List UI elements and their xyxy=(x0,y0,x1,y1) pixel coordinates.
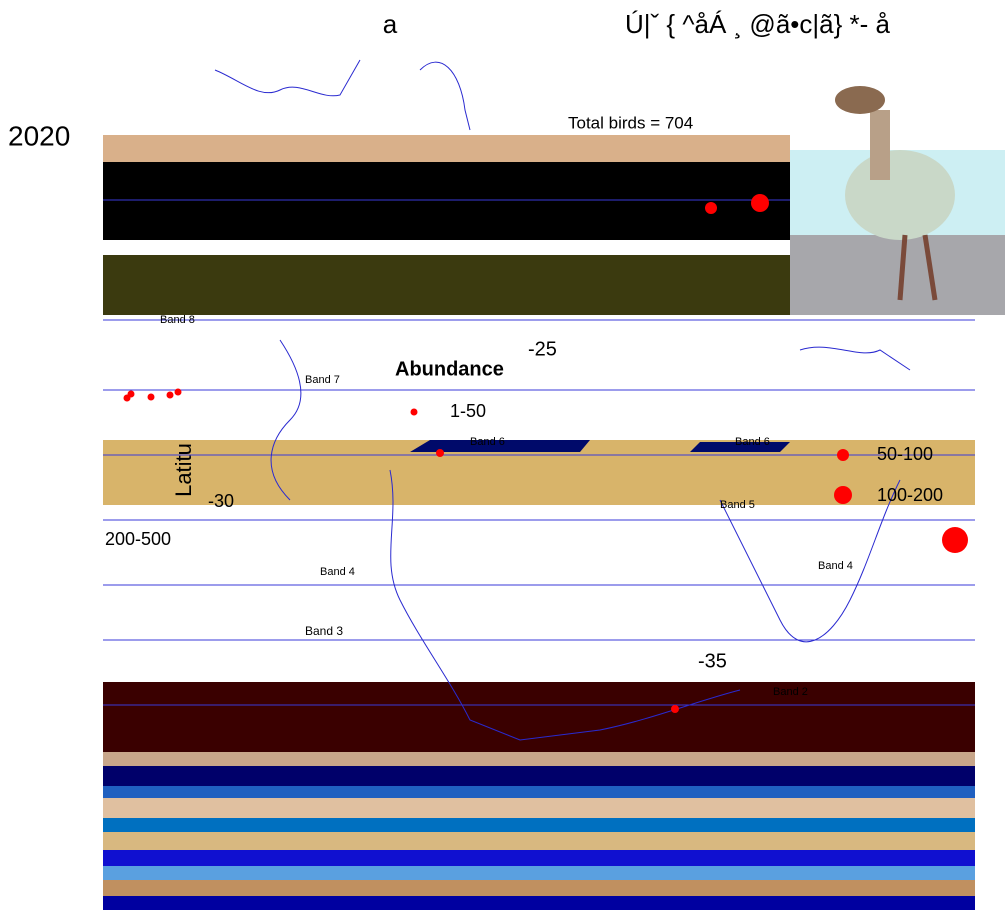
band-fill xyxy=(103,880,975,896)
band-fill xyxy=(103,896,975,910)
band-fill xyxy=(103,798,975,818)
band-fill xyxy=(690,442,790,452)
band-fill xyxy=(103,240,790,246)
legend-title: Abundance xyxy=(395,358,504,380)
latitude-lines xyxy=(103,199,975,706)
band-fill xyxy=(103,135,790,162)
band-label: Band 2 xyxy=(773,686,808,698)
y-tick-label: -35 xyxy=(698,650,727,672)
band-label: Band 4 xyxy=(320,566,355,578)
band-label: Band 6 xyxy=(735,436,770,448)
band-fill xyxy=(410,440,590,452)
band-fill xyxy=(103,162,790,240)
band-label: Band 6 xyxy=(470,436,505,448)
legend-item: 200-500 xyxy=(105,529,171,549)
band-fill xyxy=(103,682,975,752)
legend-item: 50-100 xyxy=(877,444,933,464)
coastline xyxy=(214,59,911,741)
goose-photo xyxy=(790,86,1005,315)
band-fill xyxy=(103,866,975,880)
total-birds: Total birds = 704 xyxy=(568,113,693,132)
legend-item: 1-50 xyxy=(450,401,486,421)
y-axis-label: Latitu xyxy=(171,443,196,497)
band-label: Band 7 xyxy=(305,374,340,386)
band-label: Band 5 xyxy=(720,499,755,511)
band-fill xyxy=(103,255,790,315)
band-label: Band 3 xyxy=(305,624,343,638)
band-fill xyxy=(103,752,975,766)
year: 2020 xyxy=(8,120,70,151)
panel-label: a xyxy=(383,9,398,39)
title: Ú|ˇ { ^åÁ ¸ @ã•c|ã} *- å xyxy=(625,9,891,39)
y-tick-label: -30 xyxy=(208,491,234,511)
band-fill xyxy=(103,786,975,798)
legend-item: 100-200 xyxy=(877,485,943,505)
band-fill xyxy=(103,832,975,850)
abundance-dots xyxy=(123,194,968,713)
band-label: Band 8 xyxy=(160,314,195,326)
band-fill xyxy=(103,850,975,866)
band-label: Band 4 xyxy=(818,560,853,572)
y-tick-label: -25 xyxy=(528,338,557,360)
band-fill xyxy=(103,818,975,832)
band-fill xyxy=(103,766,975,786)
